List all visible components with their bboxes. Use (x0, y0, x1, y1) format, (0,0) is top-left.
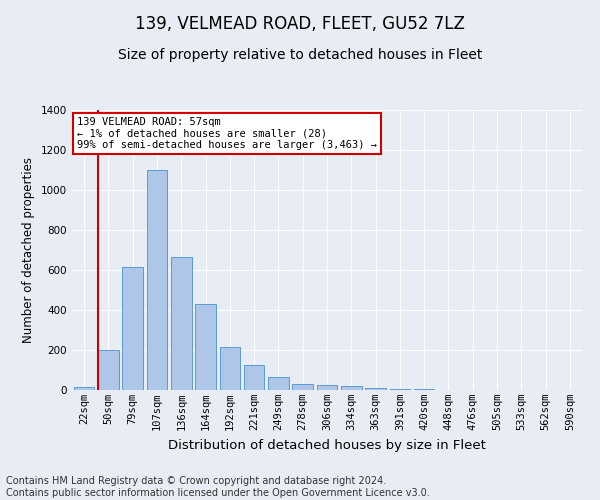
Bar (341, 386, 362, 390)
Text: Size of property relative to detached houses in Fleet: Size of property relative to detached ho… (118, 48, 482, 62)
Bar (195, 304, 216, 390)
Bar (414, 389, 434, 390)
Y-axis label: Number of detached properties: Number of detached properties (22, 157, 35, 343)
Bar (122, 267, 143, 390)
Bar (98, 350, 119, 390)
Bar (146, 170, 167, 390)
Text: 139, VELMEAD ROAD, FLEET, GU52 7LZ: 139, VELMEAD ROAD, FLEET, GU52 7LZ (135, 15, 465, 33)
Text: Contains HM Land Registry data © Crown copyright and database right 2024.
Contai: Contains HM Land Registry data © Crown c… (6, 476, 430, 498)
Bar (220, 347, 240, 390)
X-axis label: Distribution of detached houses by size in Fleet: Distribution of detached houses by size … (168, 438, 486, 452)
Bar (317, 385, 337, 390)
Bar (268, 377, 289, 390)
Bar (171, 257, 191, 390)
Bar (292, 384, 313, 390)
Bar (389, 389, 410, 390)
Bar (365, 388, 386, 390)
Bar (74, 387, 94, 390)
Text: 139 VELMEAD ROAD: 57sqm
← 1% of detached houses are smaller (28)
99% of semi-det: 139 VELMEAD ROAD: 57sqm ← 1% of detached… (77, 117, 377, 150)
Bar (244, 365, 265, 390)
